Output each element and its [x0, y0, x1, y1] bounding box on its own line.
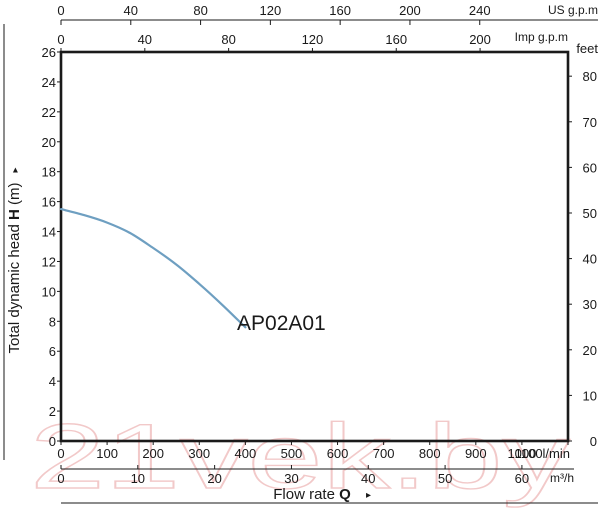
pump-curve-point: [129, 232, 131, 234]
head-ft-tick-label: 30: [583, 297, 597, 312]
head-m-tick-label: 8: [49, 314, 56, 329]
y-axis-title-unit: (m): [6, 183, 23, 210]
plot-frame: [59, 50, 570, 443]
lpm-tick-label: 300: [188, 446, 210, 461]
head-m-tick-label: 14: [42, 225, 56, 240]
curve-label: AP02A01: [237, 312, 326, 335]
lpm-unit-label: 1100l/min: [515, 446, 570, 461]
m3h-tick-label: 30: [284, 471, 298, 486]
head-m-tick-label: 2: [49, 404, 56, 419]
pump-curve-point: [175, 263, 177, 265]
head-ft-tick-label: 80: [583, 69, 597, 84]
imp-gpm-tick-label: 0: [57, 32, 64, 47]
m3h-tick-label: 60: [515, 471, 529, 486]
y-axis-title: Total dynamic head H (m): [6, 183, 23, 354]
pump-curve-point: [198, 283, 200, 285]
pump-curve-point: [83, 214, 85, 216]
head-m-tick-label: 20: [42, 135, 56, 150]
feet-unit-label: feet: [576, 41, 598, 56]
imp-gpm-tick-label: 120: [302, 32, 324, 47]
head-ft-tick-label: 70: [583, 115, 597, 130]
us-gpm-tick-label: 0: [57, 3, 64, 18]
pump-curve-point: [221, 304, 223, 306]
head-ft-tick-label: 50: [583, 206, 597, 221]
y-axis-title-symbol: H: [6, 209, 23, 220]
lpm-tick-label: 200: [142, 446, 164, 461]
x-axis-title-symbol: Q: [339, 486, 351, 503]
m3h-tick-label: 10: [131, 471, 145, 486]
imp-gpm-tick-label: 200: [469, 32, 491, 47]
m3h-tick-label: 20: [207, 471, 221, 486]
m3h-tick-label: 40: [361, 471, 375, 486]
head-m-tick-label: 16: [42, 195, 56, 210]
head-m-tick-label: 0: [49, 434, 56, 449]
m3h-tick-label: 50: [438, 471, 452, 486]
head-ft-tick-label: 60: [583, 160, 597, 175]
lpm-tick-label: 600: [327, 446, 349, 461]
head-ft-tick-label: 0: [590, 434, 597, 449]
y-axis-arrow-icon: ▸: [10, 167, 21, 172]
head-m-tick-label: 18: [42, 165, 56, 180]
pump-curve-point: [60, 208, 62, 210]
us-gpm-tick-label: 80: [193, 3, 207, 18]
x-axis-title: Flow rate Q: [273, 486, 351, 503]
imp-gpm-tick-label: 160: [385, 32, 407, 47]
us-gpm-tick-label: 160: [329, 3, 351, 18]
head-ft-tick-label: 40: [583, 252, 597, 267]
us-gpm-tick-label: 40: [124, 3, 138, 18]
lpm-tick-label: 700: [373, 446, 395, 461]
head-ft-tick-label: 10: [583, 388, 597, 403]
us-gpm-tick-label: 240: [469, 3, 491, 18]
lpm-tick-label: 1000: [507, 446, 536, 461]
imp-gpm-tick-label: 40: [138, 32, 152, 47]
pump-curve-point: [106, 221, 108, 223]
head-m-tick-label: 6: [49, 344, 56, 359]
y-axis-title-text: Total dynamic head: [6, 220, 23, 353]
us-gpm-tick-label: 120: [260, 3, 282, 18]
lpm-tick-label: 800: [419, 446, 441, 461]
us-gpm-tick-label: 200: [399, 3, 421, 18]
us-gpm-unit-label: US g.p.m: [548, 3, 598, 17]
pump-curve-line: [59, 208, 247, 329]
head-m-tick-label: 10: [42, 284, 56, 299]
lpm-tick-label: 500: [281, 446, 303, 461]
lpm-tick-label: 0: [57, 446, 64, 461]
lpm-tick-label: 100: [96, 446, 118, 461]
imp-gpm-tick-label: 80: [221, 32, 235, 47]
m3h-unit-label: m³/h: [550, 471, 574, 485]
m3h-tick-label: 0: [57, 471, 64, 486]
imp-gpm-unit-label: Imp g.p.m: [515, 30, 568, 44]
pump-curve-point: [152, 247, 154, 249]
head-m-tick-label: 26: [42, 45, 56, 60]
x-axis-arrow-icon: ▸: [366, 490, 371, 501]
x-axis-title-text: Flow rate: [273, 486, 339, 503]
lpm-tick-label: 900: [465, 446, 487, 461]
head-m-tick-label: 22: [42, 105, 56, 120]
head-m-tick-label: 24: [42, 75, 56, 90]
watermark: 21vek.by: [29, 405, 570, 508]
lpm-tick-label: 400: [235, 446, 257, 461]
watermark-text: 21vek.by: [30, 406, 570, 508]
head-ft-tick-label: 20: [583, 343, 597, 358]
head-m-tick-label: 12: [42, 254, 56, 269]
head-m-tick-label: 4: [49, 374, 56, 389]
